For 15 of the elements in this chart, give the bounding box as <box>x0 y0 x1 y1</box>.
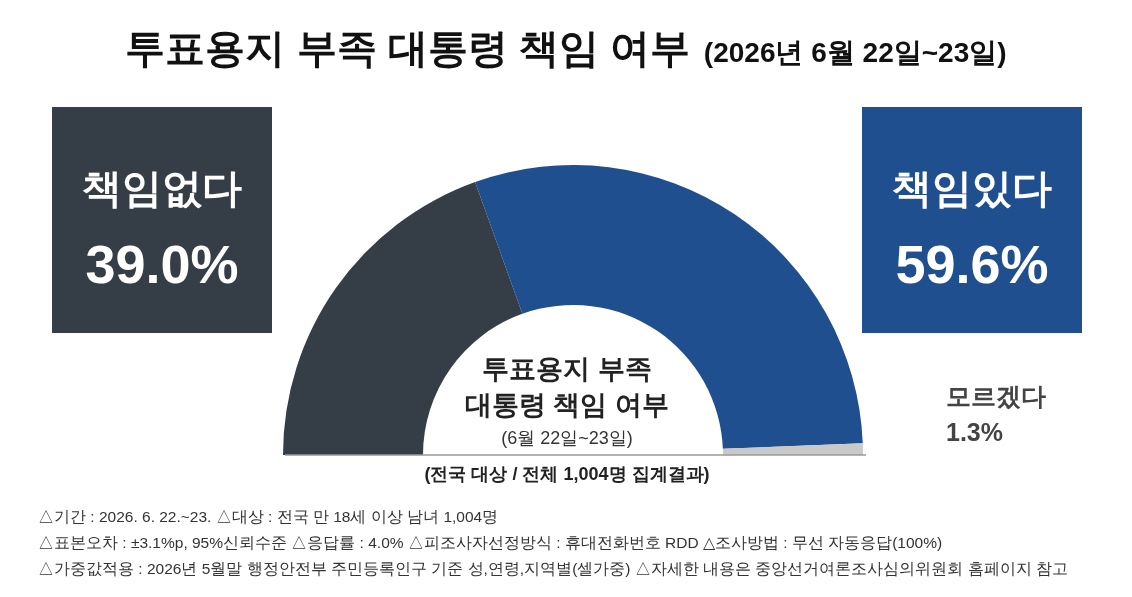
text: (전국 대상 / 전체 1,004명 집계결과) <box>424 464 710 484</box>
slice-label: 모르겠다 <box>946 382 1046 410</box>
chart-title: 투표용지 부족 대통령 책임 여부 <box>125 26 690 70</box>
text: △표본오차 : ±3.1%p, 95%신뢰수준 △응답률 : 4.0% △피조사자선정방식 : 휴대전화번호 RDD △조사방법 : 무선 자동응답(100%) <box>38 534 943 551</box>
slice-label: 책임없다 <box>82 166 242 210</box>
text: 투표용지 부족 <box>482 354 652 384</box>
text: 대통령 책임 여부 <box>464 390 670 420</box>
text: △가중값적용 : 2026년 5월말 행정안전부 주민등록인구 기준 성,연령,지역별(셀가중) △자세한 내용은 중앙선거여론조사심의위원회 홈페이지 참고 <box>38 560 1069 577</box>
data-label: 59.6% <box>895 234 1049 294</box>
chart-subtitle: (2026년 6월 22일~23일) <box>703 37 1007 68</box>
data-label: 1.3% <box>946 418 1003 446</box>
text: (6월 22일~23일) <box>501 428 633 448</box>
text: △기간 : 2026. 6. 22.~23. △대상 : 전국 만 18세 이상 남녀 1,004명 <box>38 508 499 525</box>
data-label: 39.0% <box>85 234 239 294</box>
slice-label: 책임있다 <box>892 166 1052 210</box>
